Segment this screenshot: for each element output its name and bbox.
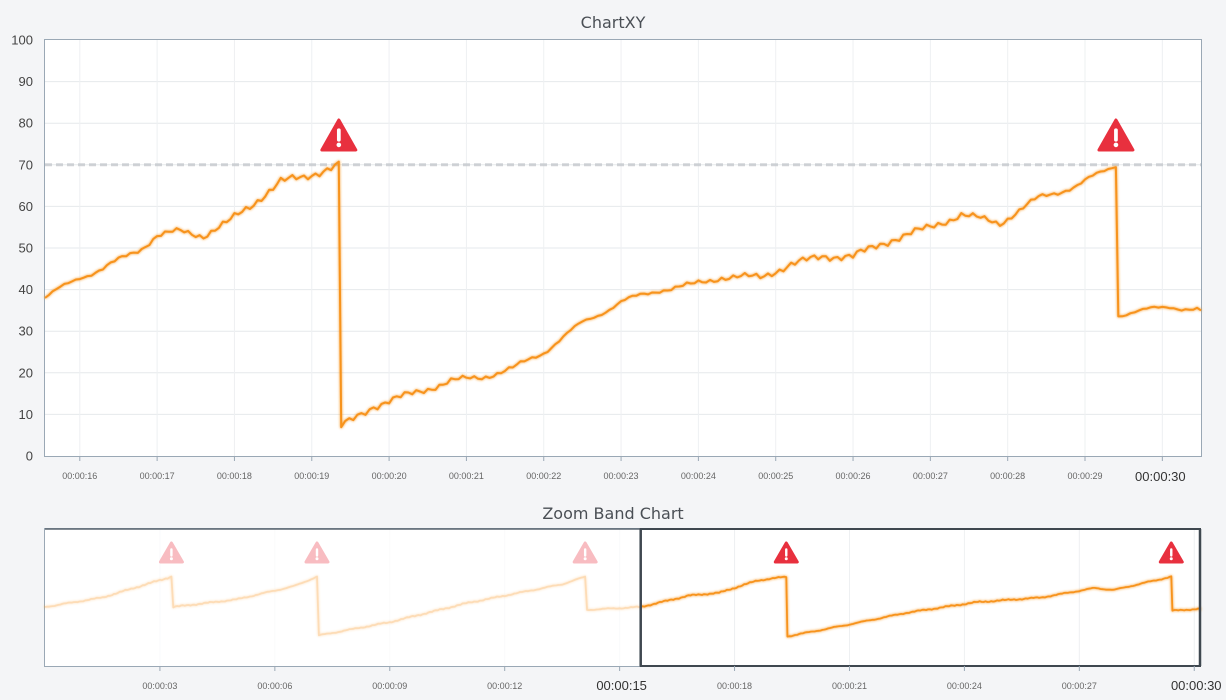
y-tick-label: 100 (11, 33, 33, 48)
x-tick-label: 00:00:30 (1135, 469, 1186, 484)
y-tick-label: 70 (19, 157, 33, 172)
x-tick-label: 00:00:29 (1067, 471, 1102, 481)
band-alert-marker-5-dot (1169, 557, 1173, 561)
x-tick-label: 00:00:18 (217, 471, 252, 481)
x-tick-label: 00:00:26 (836, 471, 871, 481)
band-alert-marker-4-dot (784, 557, 788, 561)
band-x-tick-label: 00:00:12 (487, 681, 522, 691)
y-tick-label: 10 (19, 407, 33, 422)
x-tick-label: 00:00:28 (990, 471, 1025, 481)
band-x-tick-label: 00:00:24 (947, 681, 982, 691)
y-tick-label: 40 (19, 282, 33, 297)
main-series-line-0 (44, 160, 1202, 429)
alert-marker-1 (320, 118, 358, 152)
alert-marker-2 (1097, 118, 1135, 152)
x-tick-label: 00:00:25 (758, 471, 793, 481)
zoom-band-chart[interactable]: Zoom Band Chart 00:00:03 00:00:06 00:00:09… (44, 504, 1222, 693)
x-tick-label: 00:00:27 (913, 471, 948, 481)
x-tick-label: 00:00:22 (526, 471, 561, 481)
y-tick-label: 90 (19, 74, 33, 89)
x-tick-label: 00:00:23 (604, 471, 639, 481)
x-tick-label: 00:00:20 (372, 471, 407, 481)
y-tick-label: 80 (19, 116, 33, 131)
x-tick-label: 00:00:24 (681, 471, 716, 481)
band-x-tick-label: 00:00:27 (1062, 681, 1097, 691)
main-x-axis: 00:00:16 00:00:17 00:00:18 00:00:19 00:00:20… (62, 456, 1186, 484)
alert-marker-2-dot (1113, 142, 1119, 148)
y-tick-label: 50 (19, 241, 33, 256)
main-y-axis: 0 10 20 30 40 50 60 70 80 90 100 (11, 33, 33, 464)
main-alert-markers (320, 118, 1135, 152)
band-x-tick-label: 00:00:03 (142, 681, 177, 691)
zoom-band-title: Zoom Band Chart (542, 504, 683, 523)
band-alert-marker-5 (1158, 541, 1184, 564)
main-chart-title: ChartXY (581, 13, 646, 32)
band-selection-window[interactable] (45, 528, 1202, 667)
band-unselected-overlay (45, 529, 641, 666)
x-tick-label: 00:00:17 (140, 471, 175, 481)
y-tick-label: 0 (26, 449, 33, 464)
band-unselected-region (45, 529, 641, 666)
y-tick-label: 60 (19, 199, 33, 214)
band-x-tick-label: 00:00:09 (372, 681, 407, 691)
main-series-group (44, 160, 1202, 429)
band-x-tick-label: 00:00:06 (257, 681, 292, 691)
band-x-tick-label: 00:00:30 (1171, 678, 1222, 693)
band-x-tick-label: 00:00:21 (832, 681, 867, 691)
x-tick-label: 00:00:19 (294, 471, 329, 481)
band-x-tick-label: 00:00:18 (717, 681, 752, 691)
band-x-tick-label: 00:00:15 (596, 678, 647, 693)
y-tick-label: 30 (19, 324, 33, 339)
x-tick-label: 00:00:16 (62, 471, 97, 481)
x-tick-label: 00:00:21 (449, 471, 484, 481)
band-alert-marker-4 (773, 541, 799, 564)
band-x-axis: 00:00:03 00:00:06 00:00:09 00:00:12 00:00:15… (142, 666, 1222, 693)
alert-marker-1-dot (336, 142, 342, 148)
y-tick-label: 20 (19, 365, 33, 380)
